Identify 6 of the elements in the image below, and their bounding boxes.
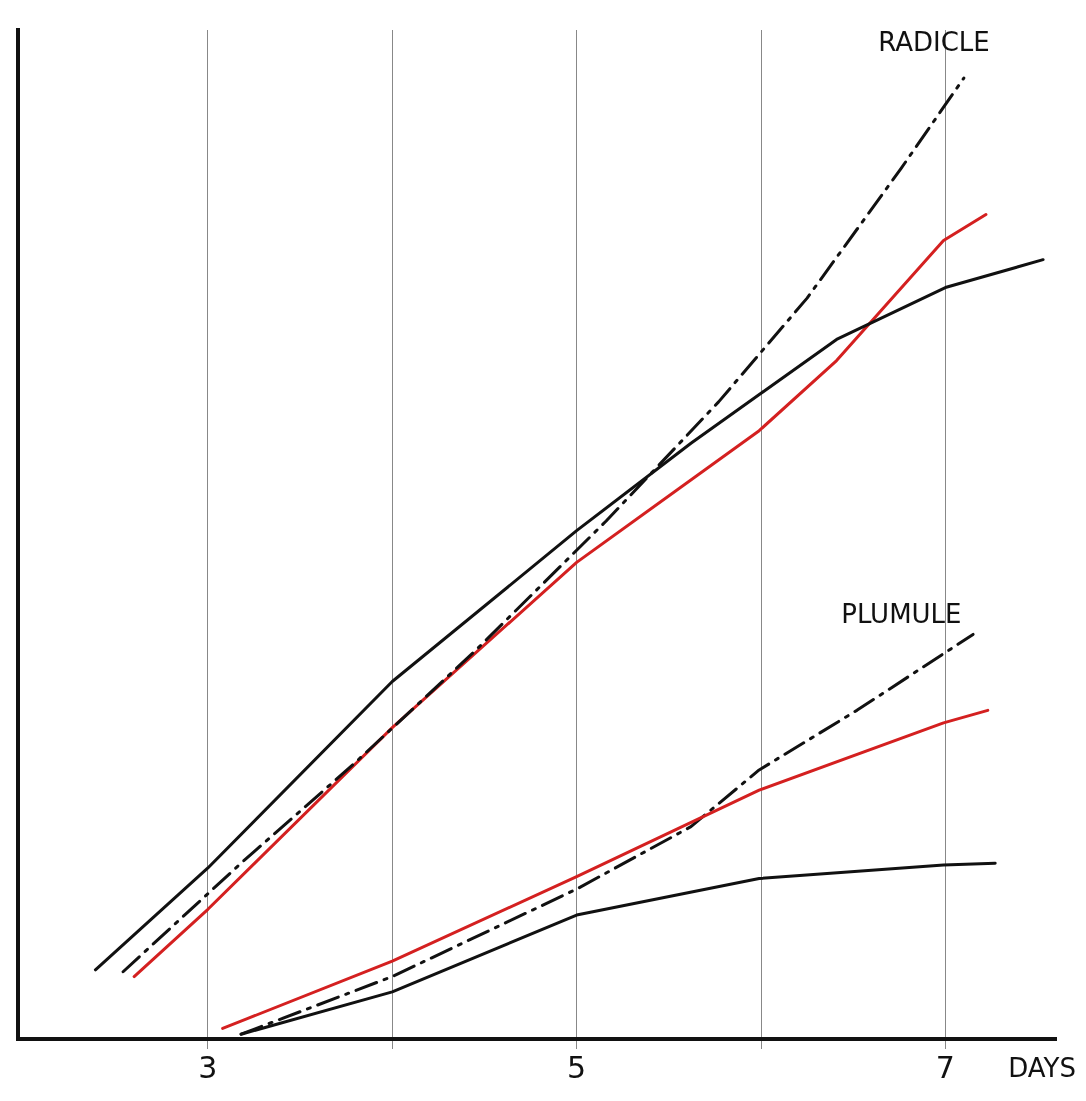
annotation: PLUMULE bbox=[841, 599, 962, 630]
x-tick-label: 3 bbox=[198, 1049, 218, 1085]
x-tick-label: 7 bbox=[935, 1049, 955, 1085]
x-tick-label: 5 bbox=[567, 1049, 587, 1085]
x-axis-title: DAYS bbox=[1008, 1052, 1076, 1083]
text: RADICLE bbox=[878, 26, 990, 57]
